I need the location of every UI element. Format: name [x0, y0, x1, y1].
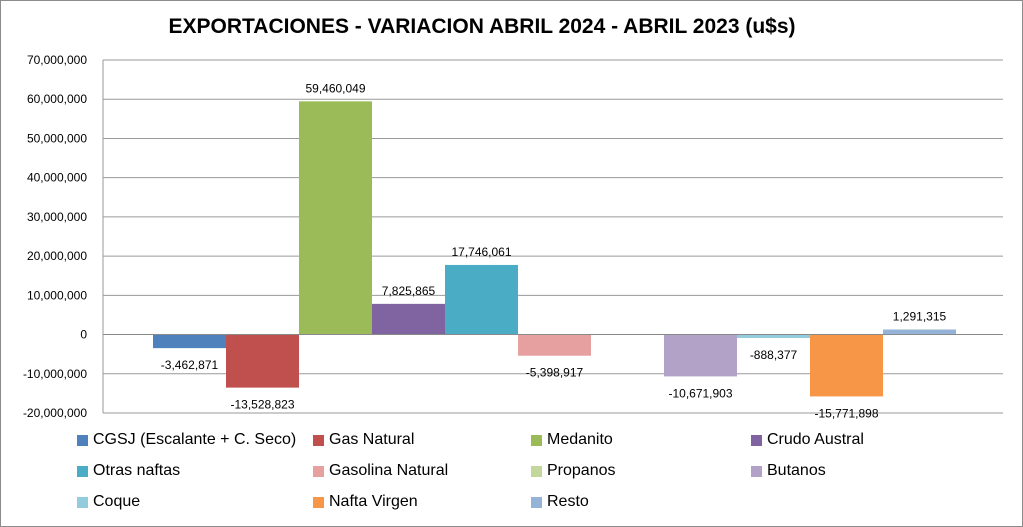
- y-tick-label: -20,000,000: [23, 406, 87, 420]
- data-label: -3,462,871: [161, 358, 219, 372]
- legend-label: Butanos: [767, 462, 826, 479]
- legend-swatch: [313, 465, 324, 477]
- bar: [299, 101, 372, 335]
- legend-label: Gas Natural: [329, 431, 415, 448]
- y-tick-label: 0: [80, 328, 87, 342]
- legend-label: Medanito: [547, 431, 613, 448]
- legend: CGSJ (Escalante + C. Seco) Gas Natural Med…: [77, 431, 977, 521]
- legend-swatch: [531, 465, 542, 477]
- bar: [737, 334, 810, 339]
- data-label: 59,460,049: [305, 81, 365, 95]
- data-label: 7,825,865: [382, 284, 436, 298]
- bar: [664, 334, 737, 377]
- y-tick-label: 10,000,000: [27, 288, 87, 302]
- legend-item: Butanos: [751, 462, 826, 480]
- legend-swatch: [77, 434, 88, 446]
- legend-label: Coque: [93, 493, 141, 510]
- data-label: -15,771,898: [814, 406, 878, 420]
- legend-item: Medanito: [531, 431, 613, 449]
- legend-item: Nafta Virgen: [313, 493, 418, 511]
- y-tick-label: 40,000,000: [27, 171, 87, 185]
- legend-item: Propanos: [531, 462, 616, 480]
- legend-swatch: [313, 434, 324, 446]
- legend-item: Crudo Austral: [751, 431, 864, 449]
- legend-label: Nafta Virgen: [329, 493, 418, 510]
- bar: [883, 329, 956, 335]
- legend-label: Crudo Austral: [767, 431, 864, 448]
- legend-swatch: [313, 496, 324, 508]
- data-label: 1,291,315: [893, 309, 947, 323]
- bar: [153, 334, 226, 349]
- legend-item: CGSJ (Escalante + C. Seco): [77, 431, 296, 449]
- legend-swatch: [77, 465, 88, 477]
- y-tick-label: 20,000,000: [27, 249, 87, 263]
- bar: [518, 334, 591, 356]
- bar: [810, 334, 883, 397]
- legend-label: Propanos: [547, 462, 616, 479]
- legend-label: CGSJ (Escalante + C. Seco): [93, 431, 297, 448]
- bar: [445, 264, 518, 335]
- data-label: -10,671,903: [668, 386, 732, 400]
- data-label: -888,377: [750, 348, 798, 362]
- legend-item: Gas Natural: [313, 431, 414, 449]
- y-tick-label: -10,000,000: [23, 367, 87, 381]
- y-tick-label: 30,000,000: [27, 210, 87, 224]
- bar: [372, 303, 445, 335]
- legend-swatch: [77, 496, 88, 508]
- chart-title: EXPORTACIONES - VARIACION ABRIL 2024 - A…: [168, 15, 796, 38]
- legend-swatch: [531, 496, 542, 508]
- y-tick-label: 60,000,000: [27, 92, 87, 106]
- data-label: 17,746,061: [451, 245, 511, 259]
- bar: [226, 334, 299, 388]
- legend-label: Resto: [547, 493, 589, 510]
- plot-area: 70,000,000 60,000,000 50,000,000 40,000,000…: [23, 53, 1003, 420]
- legend-item: Gasolina Natural: [313, 462, 448, 480]
- y-tick-label: 50,000,000: [27, 131, 87, 145]
- data-label: -5,398,917: [526, 366, 584, 380]
- legend-item: Otras naftas: [77, 462, 180, 480]
- legend-label: Otras naftas: [93, 462, 181, 479]
- legend-swatch: [751, 434, 762, 446]
- legend-swatch: [751, 465, 762, 477]
- y-tick-label: 70,000,000: [27, 53, 87, 67]
- legend-item: Coque: [77, 493, 140, 511]
- legend-label: Gasolina Natural: [329, 462, 449, 479]
- legend-item: Resto: [531, 493, 589, 511]
- legend-swatch: [531, 434, 542, 446]
- data-label: -13,528,823: [230, 398, 294, 412]
